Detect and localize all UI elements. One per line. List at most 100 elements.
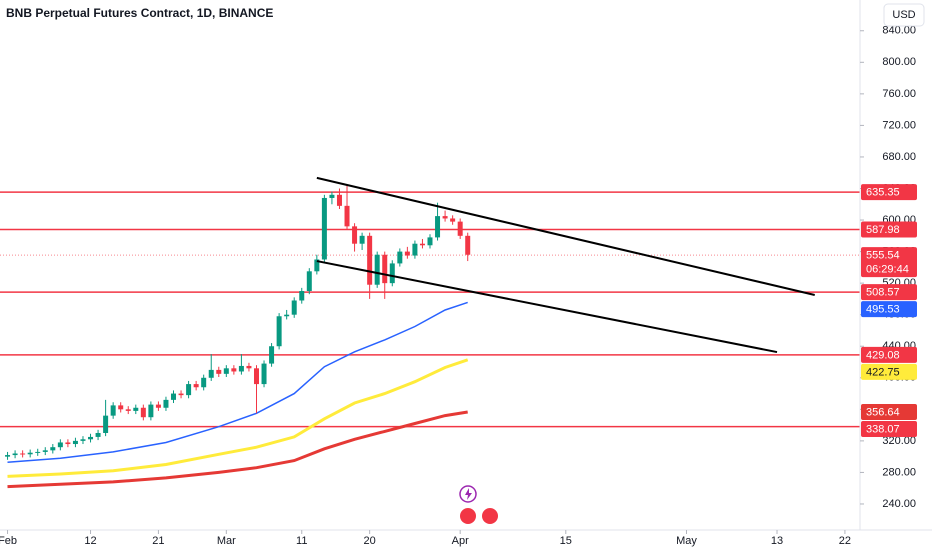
trend-line — [316, 260, 778, 354]
currency-label[interactable]: USD — [892, 9, 915, 21]
price-tag — [861, 346, 917, 363]
candle-body — [367, 235, 373, 285]
candle-body — [223, 368, 229, 374]
candle-body — [374, 254, 380, 285]
price-tag — [861, 247, 917, 278]
price-tag — [861, 221, 917, 238]
candle-body — [299, 291, 305, 301]
price-tag — [861, 363, 917, 380]
price-tags: 635.35 587.98 555.54 06:29:44 508.57 495.53 42… — [861, 184, 917, 437]
candle-body — [5, 455, 11, 457]
candle-body — [404, 251, 410, 256]
candle-body — [238, 365, 244, 372]
candle-body — [427, 237, 433, 246]
candle-body — [20, 453, 26, 455]
candle-body — [208, 369, 214, 378]
candle-body — [35, 451, 41, 453]
plot-area — [0, 176, 860, 489]
candle-body — [344, 205, 350, 227]
flag-icon[interactable] — [460, 508, 476, 524]
y-tick-label: 800.00 — [882, 56, 916, 68]
candle-body — [321, 197, 327, 260]
candle-body — [216, 369, 222, 374]
y-tick-label: 680.00 — [882, 151, 916, 163]
candle-body — [314, 259, 320, 272]
candle-body — [171, 393, 177, 400]
price-tag-label: 422.75 — [866, 366, 900, 378]
trend-line — [316, 176, 815, 296]
countdown: 06:29:44 — [866, 264, 909, 276]
candle-body — [178, 393, 184, 396]
candle-body — [12, 453, 18, 456]
price-tag-label: 356.64 — [866, 406, 900, 418]
candle-body — [450, 218, 456, 222]
event-icon-glyph — [465, 488, 472, 500]
moving-average — [7, 410, 468, 489]
candle-body — [231, 368, 237, 372]
x-tick-label: 12 — [84, 535, 96, 547]
candle-body — [193, 384, 199, 388]
x-tick-label: 11 — [296, 535, 307, 547]
price-tag-label: 635.35 — [866, 187, 900, 199]
candle-body — [163, 399, 169, 408]
y-tick-label: 280.00 — [882, 466, 916, 478]
candle-body — [359, 235, 365, 244]
x-tick-label: Feb — [0, 535, 17, 547]
candle-body — [133, 407, 139, 411]
candle-body — [65, 442, 71, 445]
candle-body — [42, 450, 48, 452]
candle-body — [269, 346, 275, 364]
candle-body — [110, 405, 116, 416]
candle-body — [186, 384, 192, 396]
candle-body — [140, 407, 146, 418]
price-tag-label: 429.08 — [866, 349, 900, 361]
candle-body — [276, 316, 282, 347]
candle-body — [201, 377, 207, 388]
y-tick-label: 240.00 — [882, 498, 916, 510]
candle-body — [57, 442, 63, 448]
candle-body — [382, 254, 388, 284]
candle-body — [103, 415, 109, 433]
x-tick-label: Apr — [452, 535, 469, 547]
candle-body — [80, 439, 86, 441]
flag-icon[interactable] — [482, 508, 498, 524]
candle-body — [389, 263, 395, 284]
candle-body — [457, 221, 463, 236]
x-tick-label: 15 — [560, 535, 572, 547]
y-tick-label: 720.00 — [882, 119, 916, 131]
price-tag-label: 555.54 — [866, 250, 900, 262]
candle-body — [435, 216, 441, 238]
candle-body — [155, 404, 161, 408]
price-tag — [861, 184, 917, 201]
candle-body — [465, 235, 471, 255]
currency-button[interactable] — [883, 3, 925, 27]
moving-average — [7, 301, 468, 463]
candle-body — [412, 243, 418, 256]
candle-body — [125, 409, 131, 411]
x-tick-label: 13 — [771, 535, 783, 547]
price-tag — [861, 403, 917, 420]
candle-body — [397, 251, 403, 264]
candle-body — [246, 365, 252, 369]
candle-body — [419, 243, 425, 246]
y-tick-label: 840.00 — [882, 25, 916, 37]
price-tag-label: 338.07 — [866, 423, 900, 435]
price-tag-label: 587.98 — [866, 224, 900, 236]
candle-body — [306, 271, 312, 292]
candle-body — [329, 194, 335, 198]
x-tick-label: Mar — [217, 535, 236, 547]
candle-body — [72, 440, 78, 445]
candle-body — [148, 404, 154, 418]
candle-body — [284, 314, 290, 317]
price-tag — [861, 301, 917, 318]
y-tick-label: 320.00 — [882, 435, 916, 447]
price-tag-label: 508.57 — [866, 287, 900, 299]
x-tick-label: 21 — [152, 535, 164, 547]
x-tick-label: 20 — [364, 535, 376, 547]
candle-body — [291, 300, 297, 315]
candle-body — [253, 368, 259, 385]
candle-body — [95, 432, 101, 437]
candle-body — [336, 194, 342, 206]
candle-body — [88, 436, 94, 440]
